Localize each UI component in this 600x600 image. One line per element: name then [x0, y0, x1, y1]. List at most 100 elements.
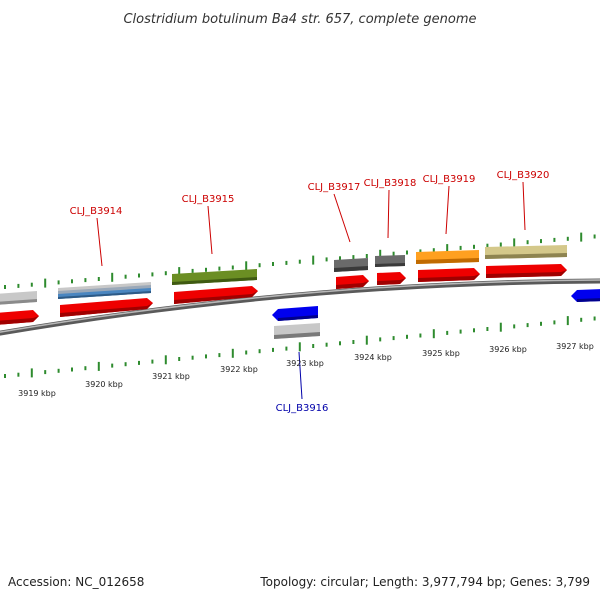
cds-arrow[interactable]	[377, 272, 406, 285]
minor-tick	[30, 282, 33, 287]
minor-tick	[392, 251, 395, 256]
minor-tick	[44, 370, 47, 375]
gene-label-clj-b3918[interactable]: CLJ_B3918	[364, 178, 417, 189]
gene-feature-clj-b3916-product[interactable]	[274, 323, 320, 339]
cds-arrow[interactable]	[336, 275, 369, 289]
minor-tick	[272, 347, 274, 352]
minor-tick	[151, 359, 154, 364]
cds-arrow[interactable]	[0, 310, 39, 325]
major-tick	[499, 322, 502, 332]
gene-label-clj-b3914[interactable]: CLJ_B3914	[70, 206, 123, 217]
gene-feature-left-gray[interactable]	[0, 291, 37, 305]
minor-tick	[191, 355, 194, 360]
minor-tick	[392, 336, 395, 341]
minor-tick	[553, 237, 556, 242]
gene-labels: CLJ_B3914 CLJ_B3915 CLJ_B3916 CLJ_B3917 …	[70, 170, 550, 414]
minor-tick	[352, 340, 355, 344]
minor-tick	[138, 273, 140, 278]
cds-arrow[interactable]	[418, 268, 480, 282]
minor-tick	[4, 285, 6, 289]
minor-tick	[312, 344, 315, 348]
ruler-label: 3921 kbp	[152, 372, 190, 381]
gene-feature-clj-b3917[interactable]	[334, 258, 368, 272]
genome-summary-text: Topology: circular; Length: 3,977,794 bp…	[259, 575, 590, 589]
ruler-label: 3927 kbp	[556, 342, 594, 351]
minor-tick	[71, 367, 73, 372]
gene-feature-clj-b3919[interactable]	[416, 250, 479, 264]
forward-cds-arrows	[0, 264, 567, 325]
gene-label-clj-b3919[interactable]: CLJ_B3919	[423, 174, 476, 185]
minor-tick	[365, 254, 368, 258]
gene-label-clj-b3920[interactable]: CLJ_B3920	[497, 170, 550, 181]
major-tick	[379, 249, 382, 259]
major-tick	[365, 335, 368, 345]
gene-feature-clj-b3918[interactable]	[375, 255, 405, 267]
minor-tick	[84, 278, 87, 283]
ruler-label: 3923 kbp	[286, 359, 324, 368]
minor-tick	[580, 317, 583, 322]
major-tick	[446, 244, 449, 254]
minor-tick	[473, 328, 475, 333]
minor-tick	[17, 372, 20, 377]
minor-tick	[379, 337, 382, 342]
minor-tick	[566, 236, 569, 241]
major-tick	[178, 267, 181, 277]
forward-features	[0, 245, 567, 305]
minor-tick	[406, 334, 408, 339]
genome-backbone	[0, 278, 600, 336]
ruler-label: 3925 kbp	[422, 349, 460, 358]
major-tick	[30, 368, 33, 378]
minor-tick	[459, 329, 462, 334]
minor-tick	[339, 341, 341, 346]
ruler-label: 3919 kbp	[18, 389, 56, 398]
minor-tick	[124, 274, 127, 279]
minor-tick	[97, 277, 100, 281]
minor-tick	[352, 255, 355, 260]
page-title: Clostridium botulinum Ba4 str. 657, comp…	[123, 12, 476, 27]
minor-tick	[84, 366, 87, 371]
accession-text: Accession: NC_012658	[8, 575, 144, 589]
minor-tick	[191, 268, 194, 273]
minor-tick	[57, 368, 60, 373]
minor-tick	[17, 283, 20, 288]
minor-tick	[513, 324, 516, 329]
gene-label-clj-b3915[interactable]: CLJ_B3915	[182, 194, 235, 205]
major-tick	[245, 261, 248, 271]
minor-tick	[285, 260, 288, 265]
minor-tick	[486, 243, 489, 248]
minor-tick	[151, 272, 154, 277]
minor-tick	[419, 249, 422, 254]
minor-tick	[473, 244, 475, 249]
ruler-labels: 3919 kbp 3920 kbp 3921 kbp 3922 kbp 3923…	[18, 342, 594, 398]
minor-tick	[57, 280, 60, 285]
gene-label-clj-b3916[interactable]: CLJ_B3916	[276, 403, 329, 414]
gene-feature-right-reverse[interactable]	[571, 289, 600, 302]
minor-tick	[258, 349, 261, 354]
gene-feature-clj-b3920[interactable]	[485, 245, 567, 259]
minor-tick	[406, 250, 408, 255]
gene-label-clj-b3917[interactable]: CLJ_B3917	[308, 182, 361, 193]
major-tick	[566, 316, 569, 326]
minor-tick	[205, 267, 207, 272]
gene-feature-clj-b3914[interactable]	[58, 282, 151, 299]
major-tick	[111, 272, 114, 282]
minor-tick	[526, 240, 529, 245]
minor-tick	[593, 316, 596, 321]
reverse-tick-row	[4, 316, 596, 378]
major-tick	[44, 278, 47, 288]
label-leader-lines	[96, 181, 526, 400]
minor-tick	[325, 342, 328, 347]
forward-tick-row	[4, 232, 596, 289]
minor-tick	[285, 346, 288, 351]
gene-feature-clj-b3916[interactable]	[272, 306, 318, 321]
cds-arrow[interactable]	[60, 298, 153, 317]
genome-backbone-highlight	[0, 279, 600, 333]
cds-arrow[interactable]	[174, 286, 258, 304]
cds-arrow[interactable]	[486, 264, 567, 278]
gene-feature-clj-b3915[interactable]	[172, 269, 257, 285]
minor-tick	[298, 259, 301, 264]
minor-tick	[486, 327, 489, 331]
minor-tick	[419, 333, 422, 338]
minor-tick	[111, 363, 114, 368]
minor-tick	[593, 234, 596, 239]
